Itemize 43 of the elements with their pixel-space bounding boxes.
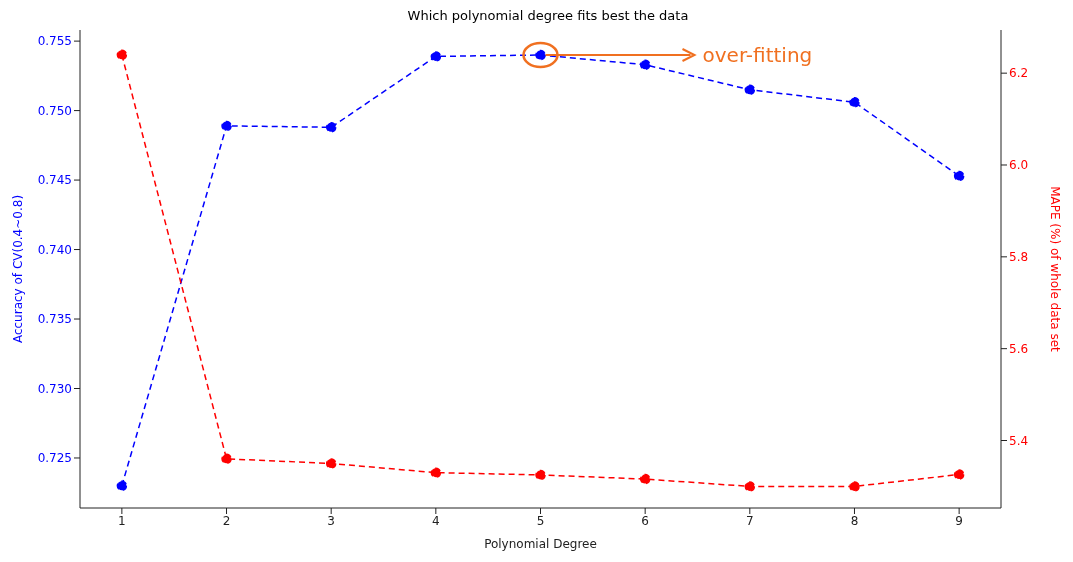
point [430, 467, 442, 478]
y-tick-label: 0.745 [37, 173, 72, 188]
x-tick-label: 7 [746, 513, 754, 528]
point [953, 170, 965, 182]
point [849, 481, 860, 492]
annotation: over-fitting [702, 43, 813, 68]
point [116, 49, 128, 61]
x-tick-label: 9 [955, 513, 963, 528]
point [849, 97, 860, 108]
point [639, 473, 651, 485]
y-axis-title: Accuracy of CV(0.4~0.8) [11, 194, 26, 344]
x-axis-title: Polynomial Degree [484, 537, 597, 551]
point [221, 120, 232, 132]
point [744, 84, 756, 95]
x-tick-label: 6 [641, 513, 649, 528]
point [639, 59, 651, 70]
y-tick-label: 0.740 [37, 242, 72, 257]
x-tick-label: 2 [222, 513, 231, 528]
y-tick-label: 0.735 [37, 312, 72, 327]
x-tick-label: 8 [850, 513, 859, 528]
point [535, 469, 546, 481]
y-tick-label: 0.730 [37, 381, 72, 396]
y2-tick-label: 6.2 [1009, 66, 1029, 81]
x-tick-label: 1 [118, 513, 126, 528]
y-tick-label: 0.750 [37, 103, 72, 118]
x-tick-label: 3 [327, 513, 335, 528]
point [325, 458, 337, 469]
point [953, 469, 965, 480]
y2-tick-label: 5.8 [1009, 250, 1029, 265]
point [430, 51, 442, 62]
y2-tick-label: 6.0 [1009, 158, 1029, 173]
y2-tick-label: 5.4 [1009, 433, 1029, 448]
x-tick-label: 4 [432, 513, 440, 528]
point [116, 480, 128, 492]
y2-tick-label: 5.6 [1009, 341, 1029, 356]
point [221, 453, 232, 465]
chart-title: Which polynomial degree fits best the data [406, 8, 690, 25]
y2-axis-title: MAPE (%) of whole data set [1047, 186, 1062, 353]
y-tick-label: 0.725 [37, 451, 72, 466]
x-tick-label: 5 [536, 513, 545, 528]
point [325, 122, 337, 133]
point [744, 481, 756, 492]
y-tick-label: 0.755 [37, 34, 72, 49]
